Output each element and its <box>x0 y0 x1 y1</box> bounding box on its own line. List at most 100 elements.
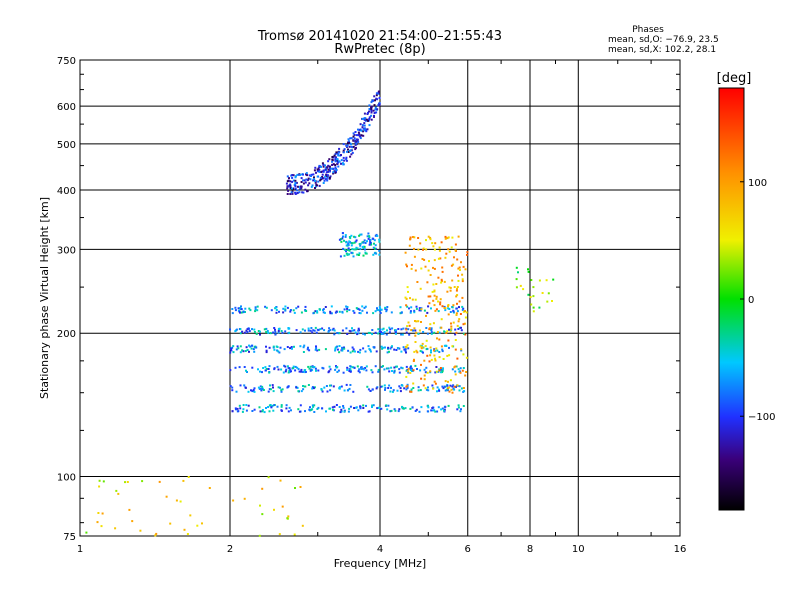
data-point <box>322 367 325 370</box>
data-point <box>435 370 438 373</box>
data-point <box>464 333 467 336</box>
data-point <box>442 387 445 390</box>
data-point <box>330 384 333 387</box>
data-point <box>342 143 345 146</box>
data-point <box>433 259 436 262</box>
data-point <box>247 404 250 407</box>
data-point <box>242 310 245 313</box>
data-point <box>332 156 335 159</box>
data-point <box>324 175 327 178</box>
data-point <box>272 331 275 334</box>
data-point <box>371 406 373 408</box>
data-point <box>463 332 466 335</box>
data-point <box>373 242 375 245</box>
data-point <box>456 384 459 387</box>
data-point <box>359 407 362 410</box>
x-axis-ticks: 1 2 4 6 8 10 16 <box>77 60 686 555</box>
data-point <box>348 236 351 238</box>
data-point <box>370 111 373 114</box>
data-point <box>456 310 459 313</box>
data-point <box>390 386 392 389</box>
data-point <box>312 405 315 408</box>
data-point <box>305 172 308 175</box>
data-point <box>346 389 349 392</box>
data-point <box>274 307 277 310</box>
data-point <box>343 410 346 413</box>
data-point <box>397 410 400 413</box>
data-point <box>239 345 242 348</box>
data-point <box>439 303 442 306</box>
data-point <box>316 184 319 187</box>
data-point <box>440 326 443 329</box>
data-point <box>182 479 185 482</box>
data-point <box>434 357 436 360</box>
data-point <box>268 365 271 368</box>
data-point <box>257 386 260 389</box>
data-point <box>301 328 304 331</box>
data-point <box>446 237 449 240</box>
data-point <box>328 407 331 410</box>
data-point <box>366 113 369 115</box>
data-point <box>355 134 358 137</box>
data-point <box>447 305 449 308</box>
data-point <box>315 171 317 174</box>
data-point <box>405 297 408 300</box>
data-point <box>352 310 355 312</box>
data-point <box>267 390 270 393</box>
data-point <box>427 235 430 238</box>
data-point <box>231 308 234 310</box>
data-point <box>270 406 273 409</box>
data-point <box>405 385 408 388</box>
data-point <box>337 369 340 372</box>
data-point <box>343 389 346 392</box>
data-point <box>280 368 283 371</box>
data-point <box>434 382 437 385</box>
data-point <box>405 263 408 266</box>
data-point <box>302 182 305 185</box>
data-point <box>422 384 425 387</box>
data-point <box>309 406 311 409</box>
data-point <box>362 368 365 371</box>
data-point <box>409 369 412 371</box>
data-point <box>430 307 432 310</box>
data-point <box>128 508 131 511</box>
data-point <box>368 108 371 110</box>
data-point <box>364 333 366 336</box>
data-point <box>409 407 412 410</box>
data-point <box>335 310 338 313</box>
data-point <box>420 377 423 380</box>
data-point <box>295 329 298 332</box>
data-point <box>337 161 339 164</box>
y-tick-label: 100 <box>57 473 76 484</box>
data-point <box>268 410 271 413</box>
data-point <box>281 388 284 391</box>
data-point <box>419 309 422 312</box>
data-point <box>344 234 347 237</box>
data-point <box>100 525 103 528</box>
data-point <box>349 237 352 240</box>
data-point <box>353 366 356 369</box>
data-point <box>420 406 423 409</box>
data-point <box>343 148 346 151</box>
data-point <box>417 332 420 335</box>
data-point <box>179 500 182 503</box>
data-point <box>241 410 244 413</box>
data-point <box>331 328 334 331</box>
data-point <box>369 243 372 246</box>
data-point <box>351 366 354 369</box>
data-point <box>434 242 437 245</box>
data-point <box>422 247 425 250</box>
data-point <box>422 331 425 333</box>
data-point <box>308 367 311 370</box>
data-point <box>261 409 264 411</box>
data-point <box>362 127 365 130</box>
data-point <box>265 306 268 309</box>
data-point <box>328 365 331 368</box>
data-point <box>424 387 427 390</box>
data-point <box>268 346 271 349</box>
data-point <box>363 129 366 132</box>
data-point <box>424 345 427 348</box>
data-point <box>439 257 442 260</box>
data-point <box>350 244 353 247</box>
data-point <box>515 286 518 289</box>
